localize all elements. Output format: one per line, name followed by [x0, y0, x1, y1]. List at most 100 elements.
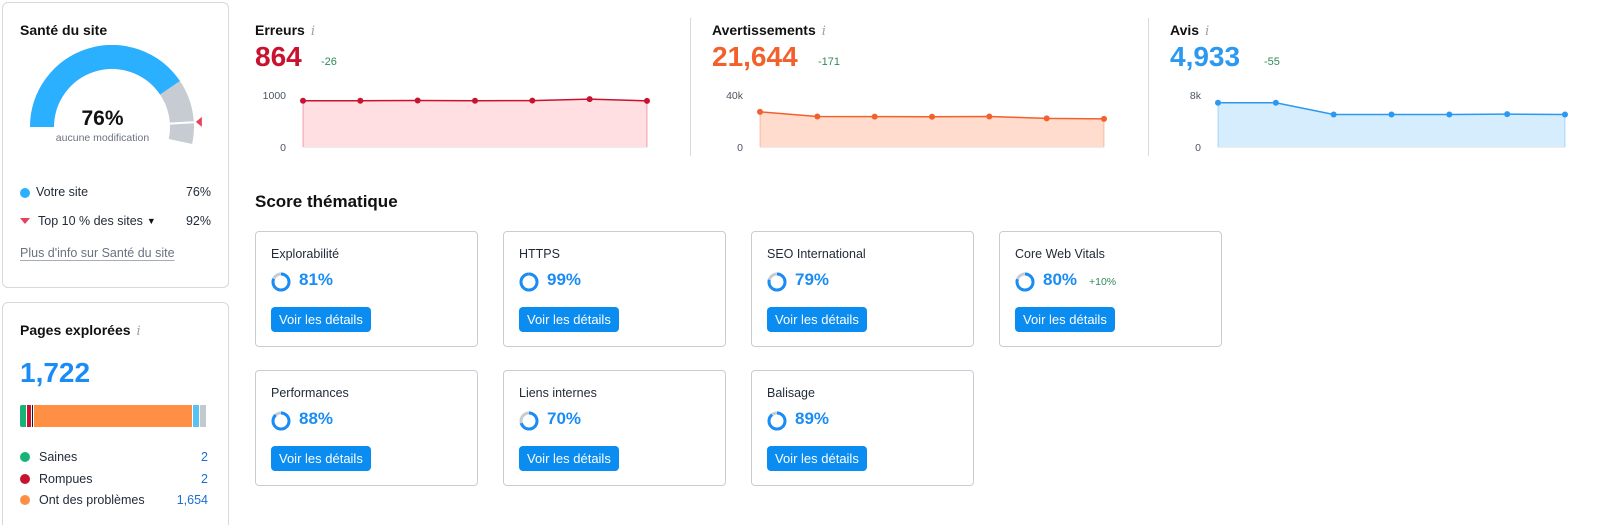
chart-point[interactable]: [586, 96, 593, 103]
view-details-button[interactable]: Voir les détails: [519, 307, 619, 332]
top10-triangle-icon: [20, 218, 30, 224]
score-percent[interactable]: 99%: [547, 270, 582, 289]
gauge-fill: [30, 45, 180, 128]
gauge-svg: [30, 45, 202, 145]
chart-point[interactable]: [1215, 99, 1221, 106]
metric-errors: 1000 0 Erreurs i 864 -26: [255, 18, 655, 158]
chart-point[interactable]: [814, 113, 821, 120]
pages-legend-value[interactable]: 1,654: [176, 493, 208, 507]
score-ring-icon: [271, 272, 291, 292]
metric-value[interactable]: 4,933: [1170, 41, 1241, 72]
info-icon[interactable]: i: [310, 24, 315, 39]
chart-point[interactable]: [1446, 111, 1453, 118]
chart-point[interactable]: [1388, 111, 1395, 118]
gauge-top10-marker: [195, 116, 202, 127]
broken-dot: [20, 474, 30, 484]
legend-top10[interactable]: Top 10 % des sites ▼ 92%: [20, 213, 211, 231]
y-tick-label: 0: [737, 142, 743, 154]
pages-bar-segment[interactable]: [32, 405, 33, 427]
divider: [1148, 18, 1149, 156]
pages-bar-segment[interactable]: [193, 405, 199, 427]
site-health-title: Santé du site: [20, 22, 108, 38]
gauge-subtitle: aucune modification: [55, 132, 150, 144]
metric-delta: -171: [818, 56, 841, 68]
chart-point[interactable]: [757, 108, 763, 115]
chart-area: [1218, 102, 1565, 147]
crawled-pages-title: Pages explorées i: [20, 322, 141, 339]
pages-bar-segment[interactable]: [34, 405, 192, 427]
score-card-performance: Performances 88% Voir les détails: [255, 370, 478, 486]
chart-point[interactable]: [929, 113, 935, 120]
pages-bar-segment[interactable]: [20, 405, 26, 427]
warnings-chart: 40k 0: [726, 90, 1107, 154]
chart-point[interactable]: [414, 97, 421, 104]
ring-fill: [1015, 272, 1035, 292]
score-percent[interactable]: 89%: [795, 409, 830, 428]
chart-area: [303, 99, 647, 147]
crawled-pages-bar: [20, 405, 208, 427]
pages-bar-segment[interactable]: [27, 405, 31, 427]
legend-label[interactable]: Top 10 % des sites ▼: [38, 214, 156, 228]
pages-bar-segment[interactable]: [200, 405, 206, 427]
score-ring-icon: [519, 411, 539, 431]
chart-point[interactable]: [1562, 111, 1568, 118]
metric-title: Avertissements i: [712, 22, 826, 39]
score-percent[interactable]: 70%: [547, 409, 582, 428]
info-icon[interactable]: i: [821, 24, 826, 39]
score-card-title: Liens internes: [519, 386, 597, 400]
score-card-international-seo: SEO International 79% Voir les détails: [751, 231, 974, 347]
score-percent[interactable]: 81%: [299, 270, 334, 289]
chart-point[interactable]: [644, 97, 650, 104]
chevron-down-icon[interactable]: ▼: [146, 216, 156, 226]
chart-point[interactable]: [871, 113, 878, 120]
score-ring-icon: [767, 272, 787, 292]
pages-legend-value[interactable]: 2: [201, 472, 208, 486]
view-details-button[interactable]: Voir les détails: [519, 446, 619, 471]
your-site-dot: [20, 188, 30, 198]
metric-value[interactable]: 21,644: [712, 41, 798, 72]
ring-fill: [767, 411, 787, 431]
metric-title: Avis i: [1170, 22, 1210, 39]
chart-point[interactable]: [1272, 99, 1279, 106]
y-tick-label: 40k: [726, 90, 744, 102]
metric-value[interactable]: 864: [255, 41, 302, 72]
chart-point[interactable]: [472, 97, 478, 104]
score-percent[interactable]: 79%: [795, 270, 830, 289]
score-card-title: HTTPS: [519, 247, 560, 261]
chart-point[interactable]: [1504, 111, 1511, 118]
info-icon[interactable]: i: [1205, 24, 1210, 39]
score-card-title: Core Web Vitals: [1015, 247, 1105, 261]
score-percent[interactable]: 88%: [299, 409, 334, 428]
y-tick-label: 0: [280, 142, 286, 154]
view-details-button[interactable]: Voir les détails: [767, 307, 867, 332]
score-card-internal-links: Liens internes 70% Voir les détails: [503, 370, 726, 486]
issues-dot: [20, 495, 30, 505]
score-percent[interactable]: 80%: [1043, 270, 1078, 289]
view-details-button[interactable]: Voir les détails: [767, 446, 867, 471]
score-card-title: SEO International: [767, 247, 866, 261]
chart-point[interactable]: [357, 97, 364, 104]
pages-legend-label: Rompues: [39, 472, 93, 486]
chart-point[interactable]: [529, 97, 536, 104]
score-card-title: Performances: [271, 386, 349, 400]
site-health-gauge: 76% aucune modification: [30, 45, 205, 175]
gauge-top10-tick: [169, 121, 194, 125]
view-details-button[interactable]: Voir les détails: [271, 446, 371, 471]
y-tick-label: 0: [1195, 142, 1201, 154]
view-details-button[interactable]: Voir les détails: [271, 307, 371, 332]
chart-point[interactable]: [1101, 115, 1107, 122]
chart-point[interactable]: [1330, 111, 1337, 118]
notices-chart: 8k 0: [1190, 90, 1568, 154]
metric-title: Erreurs i: [255, 22, 315, 39]
site-health-more-link[interactable]: Plus d'info sur Santé du site: [20, 246, 175, 260]
errors-chart: 1000 0: [263, 90, 650, 154]
pages-legend-value[interactable]: 2: [201, 450, 208, 464]
info-icon[interactable]: i: [136, 324, 141, 339]
chart-area: [760, 111, 1104, 147]
chart-point[interactable]: [986, 113, 993, 120]
chart-point[interactable]: [1043, 115, 1050, 122]
chart-point[interactable]: [300, 97, 306, 104]
score-card-crawlability: Explorabilité 81% Voir les détails: [255, 231, 478, 347]
score-card-https: HTTPS 99% Voir les détails: [503, 231, 726, 347]
view-details-button[interactable]: Voir les détails: [1015, 307, 1115, 332]
